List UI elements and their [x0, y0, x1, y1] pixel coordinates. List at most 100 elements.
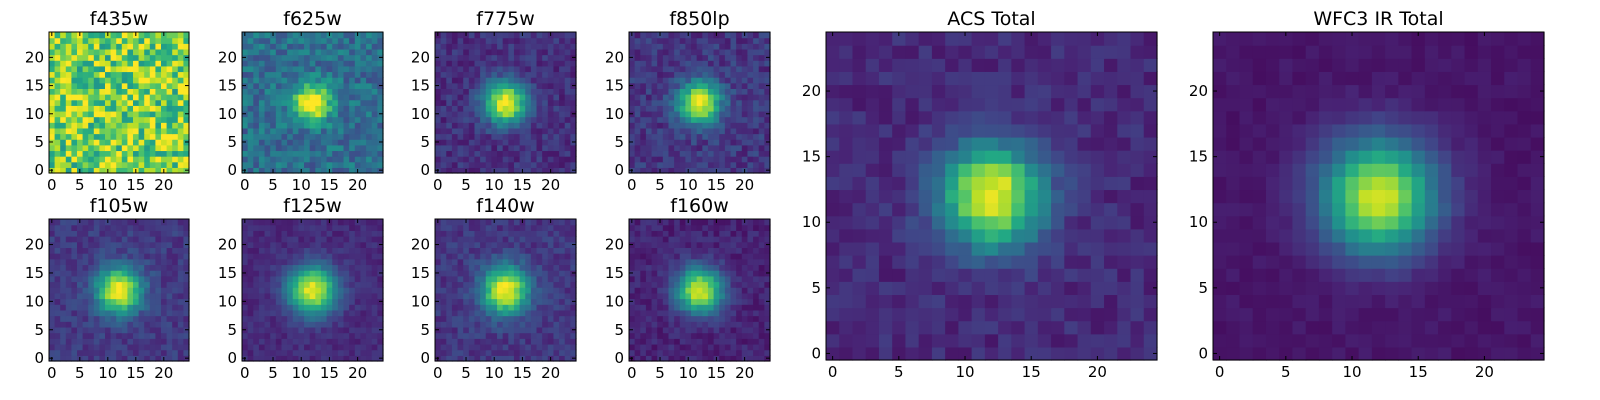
pixel-cell [172, 247, 179, 254]
pixel-cell [570, 161, 577, 168]
pixel-cell [155, 343, 162, 351]
pixel-cell [530, 230, 538, 237]
pixel-cell [491, 326, 498, 334]
pixel-cell [468, 338, 476, 345]
pixel-cell [497, 54, 504, 61]
pixel-cell [724, 156, 732, 163]
pixel-cell [519, 241, 526, 248]
pixel-cell [491, 315, 498, 322]
pixel-cell [99, 355, 106, 362]
x-tick-label: 0 [47, 176, 57, 194]
pixel-cell [491, 343, 498, 351]
pixel-cell [502, 77, 509, 84]
pixel-cell [315, 88, 322, 95]
pixel-cell [634, 99, 641, 106]
pixel-cell [371, 219, 378, 226]
pixel-cell [88, 65, 95, 73]
pixel-cell [247, 127, 254, 135]
x-tick-label: 15 [513, 364, 532, 382]
pixel-cell [685, 116, 692, 123]
pixel-cell [253, 315, 260, 322]
pixel-cell [435, 309, 442, 317]
pixel-cell [287, 270, 294, 277]
pixel-cell [309, 287, 316, 294]
pixel-cell [741, 77, 749, 84]
pixel-cell [696, 127, 703, 135]
pixel-cell [298, 133, 305, 140]
pixel-cell [270, 127, 277, 135]
pixel-cell [451, 122, 459, 129]
pixel-cell [270, 241, 277, 248]
pixel-cell [570, 253, 577, 260]
pixel-cell [49, 71, 56, 78]
pixel-cell [166, 338, 173, 345]
pixel-cell [564, 326, 571, 334]
pixel-cell [463, 77, 470, 84]
pixel-cell [242, 321, 249, 328]
pixel-cell [247, 338, 254, 345]
pixel-cell [502, 281, 509, 288]
pixel-cell [570, 287, 577, 294]
pixel-cell [183, 94, 190, 101]
pixel-cell [508, 110, 515, 118]
pixel-cell [634, 60, 641, 67]
pixel-cell [287, 236, 294, 243]
pixel-cell [177, 236, 184, 243]
pixel-cell [525, 332, 532, 339]
pixel-cell [485, 167, 492, 174]
pixel-cell [435, 315, 442, 322]
pixel-cell [60, 116, 67, 123]
pixel-cell [298, 349, 305, 356]
pixel-cell [530, 309, 538, 317]
pixel-cell [54, 71, 61, 78]
pixel-cell [166, 167, 173, 174]
pixel-cell [435, 37, 442, 44]
pixel-cell [741, 161, 749, 168]
pixel-cell [366, 94, 373, 101]
pixel-cell [326, 43, 333, 50]
pixel-cell [741, 110, 749, 118]
pixel-cell [166, 275, 173, 283]
pixel-cell [651, 43, 658, 50]
pixel-cell [326, 110, 333, 118]
pixel-cell [183, 315, 190, 322]
pixel-cell [679, 110, 686, 118]
pixel-cell [343, 37, 350, 44]
pixel-cell [337, 144, 345, 152]
pixel-cell [463, 144, 470, 152]
pixel-cell [149, 65, 156, 73]
pixel-cell [105, 247, 112, 254]
pixel-cell [457, 77, 464, 84]
pixel-cell [127, 122, 134, 129]
pixel-cell [457, 219, 464, 226]
pixel-cell [651, 270, 658, 277]
pixel-cell [155, 258, 162, 266]
pixel-cell [696, 37, 703, 44]
pixel-cell [564, 253, 571, 260]
pixel-cell [110, 298, 117, 305]
pixel-cell [320, 105, 328, 112]
pixel-cell [371, 110, 378, 118]
pixel-cell [513, 338, 521, 345]
pixel-cell [525, 43, 532, 50]
pixel-cell [270, 105, 277, 112]
pixel-cell [105, 281, 112, 288]
pixel-cell [337, 270, 345, 277]
pixel-cell [65, 99, 72, 106]
pixel-cell [315, 127, 322, 135]
pixel-cell [547, 315, 555, 322]
pixel-cell [485, 298, 492, 305]
pixel-cell [758, 281, 765, 288]
pixel-cell [564, 65, 571, 73]
pixel-cell [640, 37, 647, 44]
pixel-cell [133, 116, 140, 123]
pixel-cell [668, 321, 675, 328]
pixel-cell [640, 105, 647, 112]
pixel-cell [133, 224, 140, 231]
pixel-cell [696, 309, 703, 317]
pixel-cell [724, 65, 732, 73]
pixel-cell [366, 219, 373, 226]
pixel-cell [127, 292, 134, 300]
pixel-cell [304, 71, 311, 78]
pixel-cell [71, 94, 78, 101]
